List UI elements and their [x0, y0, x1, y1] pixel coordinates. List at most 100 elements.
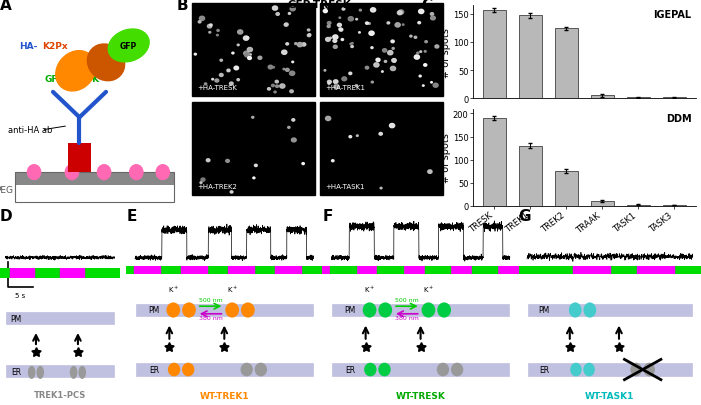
Circle shape [206, 160, 210, 162]
Circle shape [207, 26, 212, 29]
Circle shape [350, 44, 352, 45]
Circle shape [355, 85, 358, 87]
Text: PM: PM [538, 306, 550, 315]
Circle shape [294, 43, 297, 45]
Circle shape [388, 51, 393, 55]
Text: 500 nm: 500 nm [198, 297, 222, 303]
Circle shape [387, 23, 390, 25]
Circle shape [334, 85, 339, 90]
Text: 5 s: 5 s [15, 292, 25, 298]
Text: +HA-TRESK: +HA-TRESK [197, 85, 237, 91]
Text: K2Px: K2Px [41, 42, 67, 51]
Bar [181, 266, 207, 275]
Circle shape [323, 11, 327, 14]
Circle shape [130, 165, 143, 180]
Ellipse shape [168, 363, 180, 376]
Circle shape [205, 84, 207, 85]
Bar [627, 205, 650, 207]
Circle shape [380, 188, 382, 190]
Circle shape [381, 72, 383, 73]
Circle shape [337, 24, 341, 28]
Circle shape [328, 83, 330, 85]
Circle shape [327, 81, 332, 84]
Circle shape [273, 67, 274, 69]
Circle shape [333, 36, 338, 40]
Circle shape [227, 70, 230, 72]
Circle shape [430, 14, 434, 16]
Circle shape [226, 160, 229, 163]
Text: TREK1-PCS: TREK1-PCS [34, 390, 86, 399]
Bar [590, 96, 614, 99]
Ellipse shape [583, 363, 595, 376]
Circle shape [274, 92, 276, 94]
Circle shape [217, 30, 219, 32]
Circle shape [290, 91, 293, 94]
Bar [528, 304, 692, 317]
Circle shape [229, 83, 233, 86]
Circle shape [332, 160, 334, 162]
Text: 50 pA: 50 pA [3, 272, 22, 278]
Circle shape [288, 13, 290, 15]
Text: GFP-TRESK: GFP-TRESK [287, 0, 350, 10]
Circle shape [341, 39, 343, 41]
Circle shape [351, 47, 353, 48]
Circle shape [250, 55, 252, 56]
Circle shape [414, 37, 416, 39]
Ellipse shape [88, 45, 125, 81]
Bar [627, 98, 650, 99]
Bar [483, 11, 506, 99]
Circle shape [395, 24, 400, 28]
Text: ER: ER [11, 367, 22, 376]
Ellipse shape [437, 363, 449, 376]
Ellipse shape [79, 366, 86, 379]
Circle shape [217, 35, 218, 37]
Bar [192, 103, 315, 196]
Circle shape [349, 73, 352, 75]
Ellipse shape [570, 363, 582, 376]
Text: anti-HA ab: anti-HA ab [8, 126, 52, 135]
Circle shape [423, 64, 427, 67]
Bar [425, 266, 450, 275]
Ellipse shape [56, 51, 95, 92]
Text: ER: ER [149, 365, 160, 374]
Circle shape [324, 70, 326, 72]
Circle shape [219, 74, 223, 77]
Circle shape [365, 67, 369, 70]
Bar [483, 119, 506, 207]
Text: F: F [322, 209, 333, 224]
Circle shape [342, 78, 346, 81]
Circle shape [199, 17, 205, 21]
Text: GFP: GFP [120, 42, 137, 51]
Circle shape [308, 30, 310, 32]
Circle shape [374, 64, 379, 68]
Ellipse shape [70, 366, 77, 379]
Circle shape [376, 59, 380, 62]
Circle shape [292, 62, 294, 64]
Bar [519, 147, 542, 207]
Text: DDM: DDM [666, 113, 691, 124]
Circle shape [430, 17, 435, 21]
Circle shape [247, 58, 252, 60]
Circle shape [302, 44, 306, 47]
Ellipse shape [362, 303, 376, 318]
Text: GFP-TRESK: GFP-TRESK [44, 75, 100, 84]
Ellipse shape [254, 363, 267, 376]
Ellipse shape [583, 303, 596, 318]
Circle shape [418, 23, 421, 25]
Circle shape [359, 33, 360, 34]
Ellipse shape [451, 363, 463, 376]
Circle shape [333, 46, 337, 49]
Bar [6, 312, 114, 324]
Circle shape [282, 51, 287, 55]
Circle shape [383, 49, 387, 53]
Ellipse shape [108, 30, 149, 63]
Circle shape [417, 53, 418, 55]
Circle shape [247, 38, 249, 40]
Circle shape [234, 67, 238, 70]
Text: K$^+$: K$^+$ [226, 284, 238, 294]
Circle shape [230, 191, 233, 194]
Circle shape [210, 25, 212, 27]
Bar [377, 266, 403, 275]
Circle shape [27, 165, 41, 180]
Circle shape [287, 127, 290, 129]
